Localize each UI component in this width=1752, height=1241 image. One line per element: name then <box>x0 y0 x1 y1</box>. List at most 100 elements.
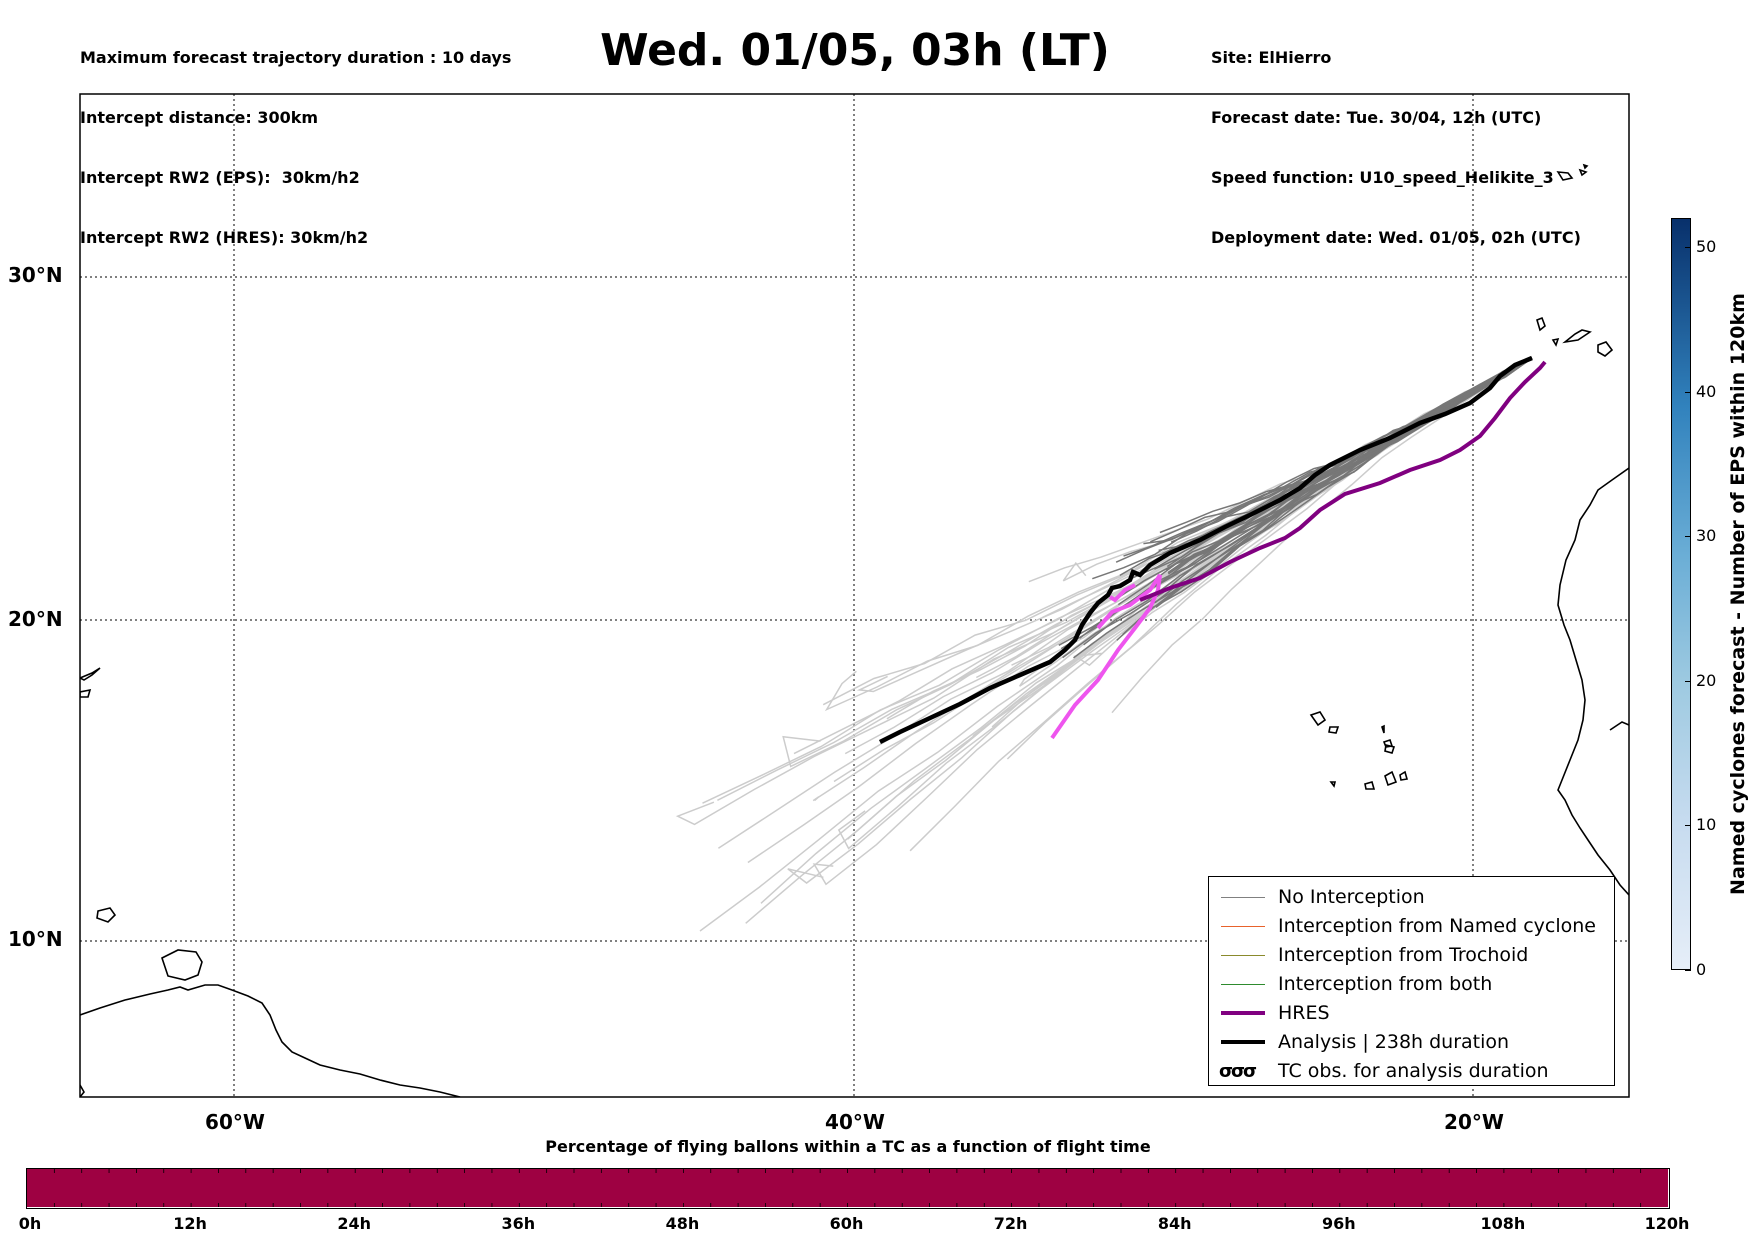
colorbar-tick-label: 108h <box>1480 1214 1526 1233</box>
legend-item-both: Interception from both <box>1215 970 1610 999</box>
info-left-line: Intercept RW2 (HRES): 30km/h2 <box>80 228 369 247</box>
lat-label-30n: 30°N <box>8 263 63 287</box>
colorbar-tick-label: 36h <box>501 1214 536 1233</box>
eps-count-colorbar-label: Named cyclones forecast - Number of EPS … <box>1727 293 1749 895</box>
canary-island <box>1597 341 1614 357</box>
coastlines <box>80 163 1629 1097</box>
info-left-line: Intercept distance: 300km <box>80 108 319 127</box>
cape-verde-island <box>1384 744 1396 754</box>
hres-early-segment <box>1050 573 1162 740</box>
map-legend: No Interception Interception from Named … <box>1208 876 1615 1086</box>
flight-time-colorbar <box>26 1168 1670 1209</box>
lon-label-40w: 40°W <box>825 1110 885 1134</box>
west-africa-coast <box>1609 721 1629 731</box>
colorbar-tick-label: 84h <box>1157 1214 1192 1233</box>
colorbar-tick-label: 120h <box>1644 1214 1690 1233</box>
colorbar-tick-mark <box>1685 970 1691 971</box>
info-right-line: Forecast date: Tue. 30/04, 12h (UTC) <box>1211 108 1542 127</box>
hres-trajectory <box>1139 360 1547 602</box>
colorbar-tick-label: 48h <box>665 1214 700 1233</box>
info-right-block: Site: ElHierro Forecast date: Tue. 30/04… <box>1211 8 1581 268</box>
colorbar-tick-label: 20 <box>1696 670 1717 690</box>
eps-trajectory-near <box>1122 357 1533 635</box>
legend-label: Interception from Named cyclone <box>1278 915 1596 937</box>
legend-line-swatch <box>1221 897 1265 898</box>
south-america-coast <box>80 984 461 1097</box>
flight-time-colorbar-fill <box>27 1169 1668 1207</box>
eps-trajectories-near <box>1058 357 1533 659</box>
info-left-line: Intercept RW2 (EPS): 30km/h2 <box>80 168 360 187</box>
colorbar-tick-label: 72h <box>993 1214 1028 1233</box>
info-left-line: Maximum forecast trajectory duration : 1… <box>80 48 512 67</box>
caribbean-island <box>80 667 101 681</box>
colorbar-fill <box>27 1169 1668 1207</box>
colorbar-tick-mark <box>1685 246 1691 248</box>
colorbar-tick-mark <box>1685 391 1691 393</box>
madeira-island <box>1578 168 1588 177</box>
cape-verde-island <box>1328 726 1340 734</box>
canary-island <box>1551 337 1560 347</box>
legend-label: Analysis | 238h duration <box>1278 1031 1510 1053</box>
south-america-coast <box>80 1084 85 1097</box>
legend-item-named-cyclone: Interception from Named cyclone <box>1215 912 1610 941</box>
eps-trajectory-far <box>699 357 1533 932</box>
eps-trajectory-far <box>909 357 1533 852</box>
colorbar-tick-label: 10 <box>1696 815 1717 835</box>
eps-trajectory-near <box>1116 357 1533 641</box>
cape-verde-island <box>1381 724 1385 734</box>
legend-item-trochoid: Interception from Trochoid <box>1215 941 1610 970</box>
colorbar-tick-mark <box>1685 680 1691 682</box>
legend-line-swatch <box>1221 984 1265 985</box>
caribbean-island <box>96 907 117 923</box>
info-right-line: Deployment date: Wed. 01/05, 02h (UTC) <box>1211 228 1581 247</box>
eps-trajectory-near <box>1159 357 1533 534</box>
legend-line-swatch <box>1221 926 1265 927</box>
tc-symbol-icon: σσσ <box>1219 1061 1257 1082</box>
colorbar-tick-label: 24h <box>337 1214 372 1233</box>
caribbean-island <box>80 688 92 698</box>
lat-label-20n: 20°N <box>8 607 63 631</box>
eps-count-colorbar <box>1671 218 1691 970</box>
cape-verde-island <box>1309 711 1327 727</box>
eps-trajectory-far <box>812 357 1533 886</box>
cape-verde-island <box>1399 770 1409 781</box>
cape-verde-island <box>1364 781 1376 790</box>
legend-label: No Interception <box>1278 886 1425 908</box>
legend-item-tc-obs: σσσ TC obs. for analysis duration <box>1215 1057 1610 1086</box>
eps-trajectory-near <box>1115 357 1533 563</box>
madeira-island <box>1582 163 1589 170</box>
eps-trajectory-far <box>1062 357 1533 582</box>
legend-line-swatch <box>1221 1040 1265 1044</box>
eps-trajectory-far <box>856 357 1533 693</box>
cape-verde-island <box>1384 770 1398 787</box>
eps-trajectory-far <box>760 357 1533 904</box>
info-right-line: Site: ElHierro <box>1211 48 1332 67</box>
lon-label-60w: 60°W <box>205 1110 265 1134</box>
eps-trajectory-far <box>1028 357 1533 583</box>
map-title: Wed. 01/05, 03h (LT) <box>600 25 1110 76</box>
lat-label-10n: 10°N <box>8 927 63 951</box>
map-frame <box>79 93 1630 1098</box>
colorbar-tick-label: 50 <box>1696 236 1717 256</box>
colorbar-tick-mark <box>1685 825 1691 827</box>
flight-time-colorbar-title: Percentage of flying ballons within a TC… <box>545 1137 1151 1156</box>
colorbar-tick-label: 96h <box>1321 1214 1356 1233</box>
eps-trajectories-far <box>675 357 1533 932</box>
colorbar-tick-label: 40 <box>1696 381 1717 401</box>
legend-label: TC obs. for analysis duration <box>1278 1060 1549 1082</box>
colorbar-tick-label: 0 <box>1696 960 1707 979</box>
eps-trajectory-far <box>837 357 1533 850</box>
hres-early-segment <box>1108 583 1136 603</box>
colorbar-tick-label: 60h <box>829 1214 864 1233</box>
colorbar-tick-label: 0h <box>18 1214 42 1233</box>
legend-label: Interception from Trochoid <box>1278 944 1529 966</box>
eps-trajectory-far <box>822 357 1533 706</box>
info-right-line: Speed function: U10_speed_Helikite_3 <box>1211 168 1554 187</box>
legend-label: Interception from both <box>1278 973 1493 995</box>
legend-item-analysis: Analysis | 238h duration <box>1215 1028 1610 1057</box>
west-africa-coast <box>1557 467 1629 896</box>
eps-trajectory-far <box>1006 357 1533 760</box>
legend-item-no-interception: No Interception <box>1215 883 1610 912</box>
eps-trajectory-near <box>1165 357 1533 571</box>
